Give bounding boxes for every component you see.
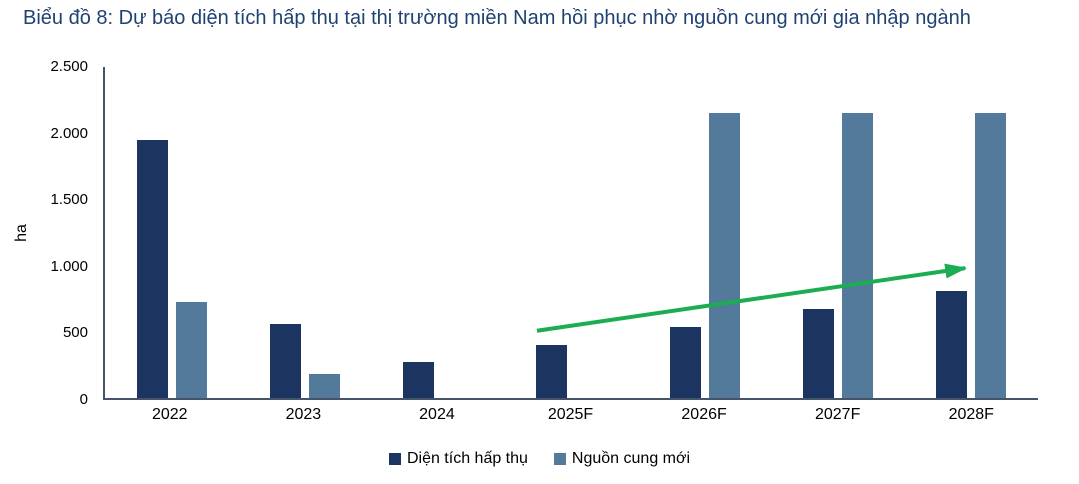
legend-swatch-icon <box>553 453 566 465</box>
bar-series1-2022 <box>136 139 168 398</box>
bar-series2-2022 <box>175 302 207 398</box>
x-tick-label-2022: 2022 <box>151 406 188 423</box>
legend-item-1: Diện tích hấp thụ <box>388 450 528 468</box>
x-tick-label-2023: 2023 <box>285 406 322 423</box>
x-tick-label-2025F: 2025F <box>547 406 594 423</box>
bar-series2-2028F <box>975 112 1007 398</box>
bar-series1-2027F <box>803 309 835 398</box>
chart-title: Biểu đồ 8: Dự báo diện tích hấp thụ tại … <box>23 7 971 29</box>
legend-label: Diện tích hấp thụ <box>406 450 528 467</box>
legend-label: Nguồn cung mới <box>571 450 691 467</box>
y-tick-label: 2.500 <box>50 58 88 75</box>
legend-item-2: Nguồn cung mới <box>553 450 691 468</box>
bar-group-2022 <box>105 67 238 398</box>
bar-series2-2027F <box>842 112 874 398</box>
bar-series2-2023 <box>308 374 340 398</box>
bar-series1-2025F <box>536 344 568 398</box>
x-tick-label-2024: 2024 <box>419 406 455 423</box>
y-axis-ticks: 2.500 2.000 1.500 1.000 500 0 <box>0 58 88 408</box>
bar-group-2028F <box>905 67 1038 398</box>
bar-group-2026F <box>638 67 771 398</box>
y-tick-label: 1.000 <box>50 257 88 275</box>
bar-group-2023 <box>238 67 371 398</box>
y-tick-label: 2.000 <box>50 124 88 142</box>
y-tick-label: 1.500 <box>50 191 88 209</box>
legend-swatch-icon <box>388 453 401 465</box>
bar-series2-2026F <box>708 112 740 398</box>
legend: Diện tích hấp thụ Nguồn cung mới <box>0 450 1079 468</box>
bar-series1-2028F <box>936 291 968 398</box>
y-tick-label: 500 <box>62 324 88 342</box>
x-tick-label-2027F: 2027F <box>814 406 861 423</box>
bar-group-2025F <box>505 67 638 398</box>
x-tick-label-2028F: 2028F <box>948 406 994 423</box>
bar-series1-2023 <box>269 324 301 398</box>
x-axis-labels: 2022 2023 2024 2025F 2026F 2027F 2028F <box>103 406 1038 424</box>
bar-group-2027F <box>771 67 904 398</box>
bar-group-2024 <box>372 67 505 398</box>
bar-series1-2026F <box>669 326 701 398</box>
x-tick-label-2026F: 2026F <box>681 406 727 423</box>
y-tick-label: 0 <box>79 391 88 408</box>
bar-series1-2024 <box>403 362 435 398</box>
plot-area <box>103 67 1038 400</box>
